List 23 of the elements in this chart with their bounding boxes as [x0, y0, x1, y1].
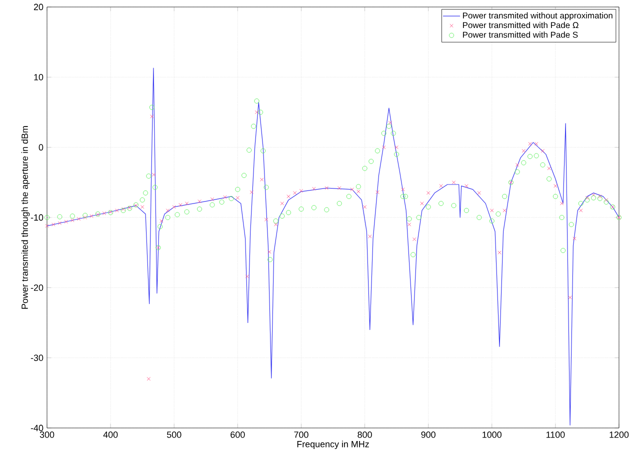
- legend-label: Power transmited without approximation: [463, 12, 612, 20]
- y-tick-label: 20: [34, 4, 44, 10]
- x-axis-title: Frequency in MHz: [297, 440, 369, 450]
- x-tick-label: 1200: [610, 432, 629, 438]
- x-tick-label: 600: [230, 432, 245, 438]
- x-tick-label: 700: [294, 432, 308, 438]
- y-axis-title: Power transmited through the aperture in dBm: [21, 126, 30, 309]
- x-tick-label: 800: [358, 432, 372, 438]
- x-tick-label: 400: [103, 432, 118, 438]
- legend-label: Power transmitted with Pade S: [463, 32, 578, 38]
- x-tick-label: 1000: [482, 432, 502, 438]
- y-tick-label: -20: [30, 284, 44, 291]
- y-tick-label: 10: [34, 74, 44, 80]
- x-tick-label: 500: [166, 432, 182, 438]
- y-tick-label: 0: [38, 144, 44, 151]
- y-tick-label: -30: [30, 354, 44, 361]
- line-series: [47, 68, 619, 426]
- y-tick-label: -10: [30, 214, 44, 221]
- y-tick-label: -40: [30, 424, 44, 432]
- x-tick-label: 300: [40, 432, 54, 438]
- x-tick-label: 900: [421, 432, 436, 438]
- legend-label: Power transmitted with Pade Ω: [463, 22, 578, 28]
- x-tick-label: 1100: [546, 432, 565, 438]
